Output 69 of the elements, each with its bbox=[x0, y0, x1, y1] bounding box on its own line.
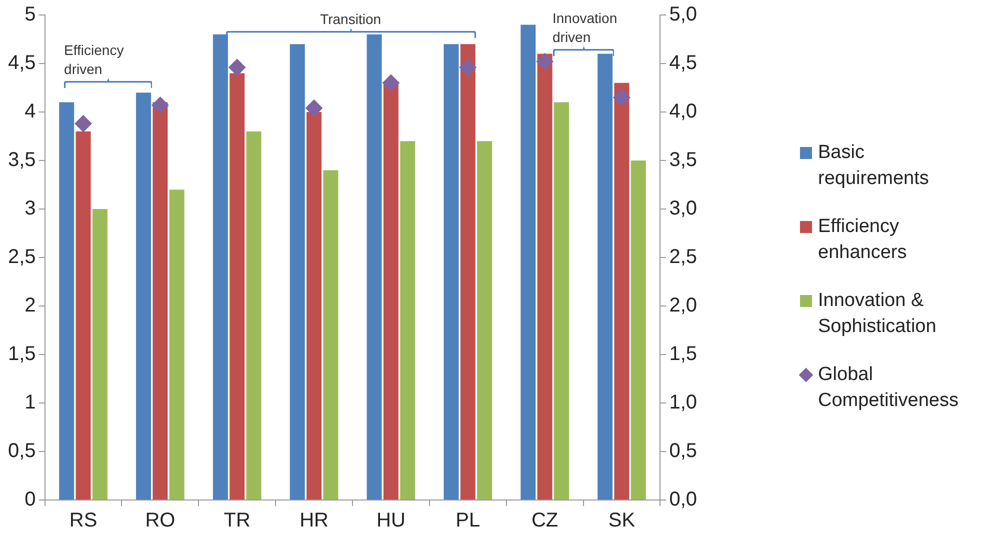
x-tick-label: HU bbox=[376, 510, 406, 532]
point bbox=[228, 58, 246, 76]
x-tick-label: RS bbox=[69, 510, 98, 532]
y-tick-label: 4 bbox=[24, 100, 36, 123]
point bbox=[306, 100, 323, 117]
bar bbox=[400, 141, 416, 500]
x-tick-label: HR bbox=[300, 510, 328, 532]
bar bbox=[554, 102, 569, 500]
y2-tick-label: 0,0 bbox=[669, 488, 698, 511]
bar bbox=[306, 112, 322, 500]
point bbox=[613, 88, 630, 106]
x-tick-label: SK bbox=[608, 510, 636, 532]
bar bbox=[212, 34, 228, 500]
bar bbox=[444, 44, 459, 500]
bar bbox=[59, 102, 74, 500]
bar bbox=[290, 44, 305, 500]
point bbox=[459, 58, 476, 76]
bar bbox=[76, 131, 91, 500]
bar bbox=[598, 54, 613, 500]
y-tick-label: 3,5 bbox=[8, 149, 36, 172]
y-tick-label: 1 bbox=[24, 392, 36, 414]
x-tick-label: PL bbox=[456, 510, 480, 532]
legend-label: Basic requirements bbox=[818, 141, 930, 191]
y-tick-label: 2 bbox=[24, 294, 36, 317]
y2-tick-label: 4,5 bbox=[669, 52, 698, 74]
x-tick-label: CZ bbox=[531, 510, 558, 532]
y-tick-label: 2,5 bbox=[8, 246, 36, 268]
bar bbox=[537, 54, 552, 500]
y2-tick-label: 5,0 bbox=[669, 4, 698, 26]
annotation: Innovation driven bbox=[552, 9, 618, 47]
bar bbox=[230, 73, 245, 500]
bar bbox=[520, 24, 536, 500]
bar bbox=[323, 170, 338, 500]
y2-tick-label: 2,5 bbox=[669, 246, 698, 268]
annotation: Transition bbox=[319, 10, 382, 29]
bar bbox=[152, 102, 168, 500]
y-tick-label: 5 bbox=[24, 4, 36, 26]
point bbox=[382, 74, 400, 92]
bar bbox=[383, 82, 398, 500]
point bbox=[74, 115, 92, 132]
bar bbox=[246, 131, 262, 500]
y2-tick-label: 2,0 bbox=[669, 294, 698, 317]
y-tick-label: 0 bbox=[24, 488, 36, 511]
bar bbox=[136, 92, 152, 500]
y-tick-label: 4,5 bbox=[8, 52, 36, 74]
x-tick-label: TR bbox=[224, 510, 250, 532]
y2-tick-label: 1,5 bbox=[669, 343, 698, 366]
y2-tick-label: 3,0 bbox=[669, 198, 698, 220]
bar bbox=[477, 141, 492, 500]
bar bbox=[169, 190, 184, 500]
legend-label: Global Competitiveness bbox=[818, 363, 960, 413]
bar bbox=[92, 209, 108, 500]
y-tick-label: 1,5 bbox=[8, 343, 36, 366]
y2-tick-label: 0,5 bbox=[669, 440, 698, 462]
bar bbox=[630, 160, 646, 500]
y2-tick-label: 1,0 bbox=[669, 392, 698, 414]
point bbox=[536, 53, 554, 70]
y2-tick-label: 3,5 bbox=[669, 149, 698, 172]
y-tick-label: 0,5 bbox=[8, 440, 36, 462]
bar bbox=[366, 34, 382, 500]
y-tick-label: 3 bbox=[24, 198, 36, 220]
point bbox=[152, 96, 169, 114]
y2-tick-label: 4,0 bbox=[669, 100, 698, 123]
x-tick-label: RO bbox=[145, 510, 176, 532]
bar bbox=[614, 82, 630, 500]
legend-label: Innovation & Sophistication bbox=[818, 289, 938, 339]
legend-label: Efficiency enhancers bbox=[818, 215, 908, 265]
annotation: Efficiency driven bbox=[64, 41, 125, 79]
bar bbox=[460, 44, 476, 500]
